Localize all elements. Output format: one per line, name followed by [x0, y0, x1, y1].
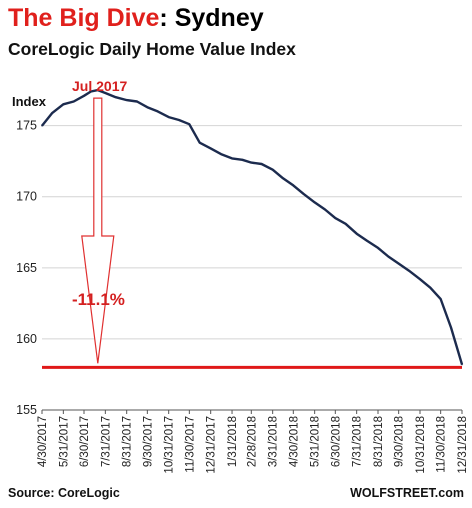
x-tick-label: 11/30/2018 [436, 416, 448, 473]
data-point [397, 262, 400, 265]
data-point [366, 240, 368, 242]
chart-title: The Big Dive: Sydney [8, 4, 264, 33]
x-tick-label: 10/31/2018 [415, 416, 427, 474]
x-tick-label: 8/31/2017 [122, 416, 134, 467]
y-tick-label: 170 [16, 190, 37, 204]
y-tick-label: 165 [16, 261, 37, 275]
data-point [231, 157, 233, 160]
y-tick-label: 155 [16, 403, 37, 417]
data-point [62, 103, 65, 106]
x-tick-label: 3/31/2018 [268, 416, 280, 467]
brand-logo-text: WOLFSTREET.com [350, 486, 464, 500]
data-point [114, 96, 117, 99]
series-line [41, 88, 464, 365]
x-tick-label: 10/31/2017 [164, 416, 176, 474]
data-point [334, 217, 337, 219]
data-point [136, 100, 138, 103]
drop-arrow-shape [81, 97, 115, 364]
data-point [429, 286, 432, 289]
data-point [271, 168, 274, 171]
x-tick-label: 1/31/2018 [227, 416, 239, 467]
data-point [51, 112, 54, 114]
data-point [188, 123, 191, 126]
x-tick-label: 6/30/2017 [79, 416, 91, 467]
data-point [355, 232, 358, 235]
x-tick-label: 5/31/2018 [310, 416, 322, 467]
x-tick-label: 12/31/2018 [457, 416, 469, 474]
data-point [178, 119, 180, 121]
y-axis-label: Index [12, 94, 46, 109]
y-tick-label: 175 [16, 119, 37, 133]
data-point [292, 184, 295, 187]
x-tick-label: 2/28/2018 [246, 416, 258, 467]
data-point [104, 92, 107, 94]
data-point [167, 116, 170, 118]
data-point [313, 201, 316, 204]
chart-subtitle: CoreLogic Daily Home Value Index [8, 39, 296, 59]
data-point [156, 110, 159, 113]
data-point [377, 247, 379, 249]
x-tick-label: 7/31/2017 [100, 416, 112, 467]
data-point [282, 177, 284, 180]
title-rest: : Sydney [159, 4, 264, 32]
data-point [72, 100, 75, 103]
y-tick-label: 160 [16, 332, 37, 346]
data-point [198, 141, 201, 144]
data-point [260, 163, 263, 165]
data-point [41, 124, 43, 127]
data-point [83, 94, 85, 97]
data-point [146, 106, 149, 108]
x-tick-label: 7/31/2018 [352, 416, 364, 467]
x-tick-label: 9/30/2018 [394, 416, 406, 467]
x-tick-label: 6/30/2018 [330, 416, 342, 467]
x-tick-label: 11/30/2017 [184, 416, 196, 473]
data-point [220, 153, 222, 155]
data-point [461, 363, 463, 366]
peak-annotation: Jul 2017 [72, 78, 128, 94]
drop-arrow [81, 97, 115, 364]
data-point [324, 208, 326, 211]
x-tick-label: 9/30/2017 [142, 416, 154, 467]
x-tick-label: 12/31/2017 [206, 416, 218, 474]
data-point [125, 99, 128, 101]
drop-annotation: -11.1% [72, 290, 125, 309]
data-point [408, 269, 410, 272]
x-tick-labels: 4/30/2017 5/31/2017 6/30/2017 7/31/2017 8/31… [37, 416, 469, 474]
series-line-group [41, 88, 464, 366]
data-point [241, 158, 244, 161]
x-tick-label: 4/30/2018 [288, 416, 300, 467]
x-axis [41, 409, 463, 414]
data-point [344, 222, 347, 225]
data-point [90, 90, 92, 93]
data-point [439, 298, 442, 300]
data-point [450, 326, 452, 329]
data-point [96, 89, 99, 91]
data-point [302, 193, 305, 195]
x-tick-label: 4/30/2017 [37, 416, 49, 467]
data-point [419, 278, 421, 281]
x-tick-label: 8/31/2018 [373, 416, 385, 467]
data-point [209, 147, 212, 150]
source-note: Source: CoreLogic [8, 486, 120, 500]
data-point [250, 161, 253, 164]
x-tick-label: 5/31/2017 [58, 416, 70, 467]
data-point [387, 255, 390, 258]
title-highlight: The Big Dive [8, 4, 160, 32]
y-tick-labels: 155 160 165 170 175 [16, 119, 37, 417]
